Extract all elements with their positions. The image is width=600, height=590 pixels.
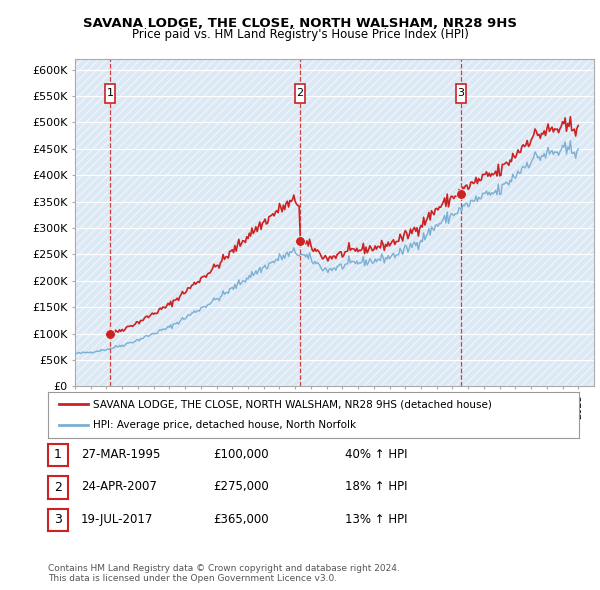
FancyBboxPatch shape bbox=[106, 84, 115, 103]
Text: SAVANA LODGE, THE CLOSE, NORTH WALSHAM, NR28 9HS: SAVANA LODGE, THE CLOSE, NORTH WALSHAM, … bbox=[83, 17, 517, 30]
Text: £275,000: £275,000 bbox=[213, 480, 269, 493]
Text: 1: 1 bbox=[107, 88, 113, 99]
Text: 2: 2 bbox=[296, 88, 304, 99]
Text: HPI: Average price, detached house, North Norfolk: HPI: Average price, detached house, Nort… bbox=[93, 420, 356, 430]
FancyBboxPatch shape bbox=[295, 84, 305, 103]
Text: 1: 1 bbox=[54, 448, 62, 461]
Text: SAVANA LODGE, THE CLOSE, NORTH WALSHAM, NR28 9HS (detached house): SAVANA LODGE, THE CLOSE, NORTH WALSHAM, … bbox=[93, 399, 492, 409]
Text: 2: 2 bbox=[54, 481, 62, 494]
Text: 40% ↑ HPI: 40% ↑ HPI bbox=[345, 448, 407, 461]
Text: Price paid vs. HM Land Registry's House Price Index (HPI): Price paid vs. HM Land Registry's House … bbox=[131, 28, 469, 41]
Text: 3: 3 bbox=[458, 88, 464, 99]
Text: 27-MAR-1995: 27-MAR-1995 bbox=[81, 448, 160, 461]
Text: 13% ↑ HPI: 13% ↑ HPI bbox=[345, 513, 407, 526]
Text: 24-APR-2007: 24-APR-2007 bbox=[81, 480, 157, 493]
Text: 3: 3 bbox=[54, 513, 62, 526]
Text: Contains HM Land Registry data © Crown copyright and database right 2024.
This d: Contains HM Land Registry data © Crown c… bbox=[48, 563, 400, 583]
Text: £365,000: £365,000 bbox=[213, 513, 269, 526]
Text: £100,000: £100,000 bbox=[213, 448, 269, 461]
Text: 18% ↑ HPI: 18% ↑ HPI bbox=[345, 480, 407, 493]
FancyBboxPatch shape bbox=[457, 84, 466, 103]
Text: 19-JUL-2017: 19-JUL-2017 bbox=[81, 513, 154, 526]
